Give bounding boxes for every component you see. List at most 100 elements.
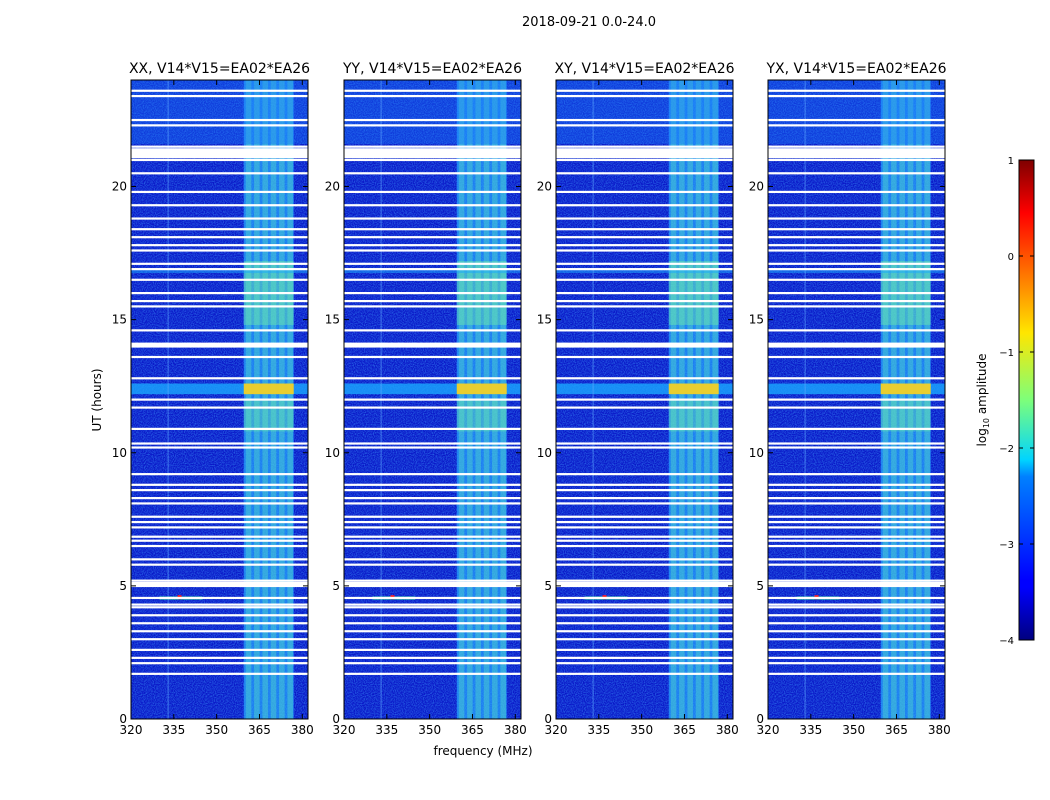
flagged-row [344,398,521,401]
flagged-row [344,377,521,380]
flagged-row [344,672,521,675]
flagged-row [768,630,945,633]
flagged-row [131,217,308,220]
flagged-row [131,539,308,542]
flagged-row [344,579,521,582]
flagged-row [131,172,308,175]
top-region [556,80,733,144]
flagged-row [768,515,945,518]
y-axis-label: UT (hours) [90,368,104,431]
rfi-row [768,269,945,274]
strong-rfi-band [880,383,931,395]
flagged-row [768,158,945,162]
x-tick-label: 335 [162,723,185,737]
flagged-row [344,614,521,617]
flagged-row [131,606,308,609]
colorbar-label-main: log [975,428,989,446]
flagged-row [131,662,308,665]
axes-frame [343,79,522,720]
flagged-row [768,558,945,561]
flagged-row [344,442,521,445]
flagged-row [344,526,521,529]
colorbar-tick-label: 1 [1008,156,1014,167]
flagged-row [131,406,308,409]
flagged-row [556,596,733,600]
flagged-row [344,124,521,127]
y-tick-label: 15 [325,313,340,327]
rfi-patch [668,399,719,432]
colorbar-label: log10 amplitude [975,354,991,447]
flagged-row [131,614,308,617]
flagged-row [556,603,733,606]
flagged-row [344,228,521,231]
flagged-row [131,648,308,651]
panel-title: XX, V14*V15=EA02*EA26 [129,61,310,77]
y-tick-label: 15 [537,313,552,327]
y-tick-label: 10 [112,446,127,460]
flagged-row [556,648,733,651]
y-tick-label: 15 [112,313,127,327]
flagged-row [768,579,945,582]
flagged-row [131,329,308,332]
flagged-row [344,520,521,524]
flagged-row [556,249,733,252]
flagged-row [131,672,308,675]
x-tick-label: 380 [291,723,314,737]
flagged-row [344,497,521,500]
flagged-row [344,190,521,194]
flagged-row [556,489,733,492]
flagged-row [131,535,308,538]
flagged-row [768,648,945,651]
flagged-row [556,483,733,486]
flagged-row [344,473,521,476]
y-tick-label: 20 [112,180,127,194]
colorbar-ticks: 1 0 −1 −2 −3 −4 [999,156,1034,647]
flagged-row [768,662,945,665]
y-tick-label: 0 [544,712,552,726]
flagged-row [131,305,308,308]
flagged-row [556,158,733,162]
top-region [131,80,308,144]
flagged-row [131,228,308,231]
x-tick-label: 380 [928,723,951,737]
flagged-gap [344,581,521,586]
flagged-row [768,535,945,538]
x-tick-label: 365 [673,723,696,737]
flagged-row [131,377,308,380]
y-tick-label: 10 [749,446,764,460]
flagged-row [131,204,308,207]
flagged-row [768,483,945,486]
flagged-row [556,118,733,122]
flagged-row [131,520,308,524]
y-tick-label: 0 [119,712,127,726]
flagged-row [131,236,308,239]
flagged-row [768,672,945,675]
flagged-row [131,526,308,529]
flagged-row [556,244,733,247]
panel-1: 320 335 350 365 380 0 5 10 15 20 XX, V14*V15=EA02*… [112,61,314,737]
flagged-row [768,398,945,401]
colorbar-tick-label: −3 [999,540,1014,551]
flagged-row [556,299,733,303]
y-tick-label: 15 [749,313,764,327]
flagged-row [131,249,308,252]
flagged-row [344,329,521,332]
flagged-row [131,579,308,582]
flagged-row [768,355,945,359]
x-tick-label: 320 [757,723,780,737]
flagged-row [344,145,521,148]
axes-frame [767,79,946,720]
flagged-row [768,377,945,380]
flagged-row [768,204,945,207]
x-tick-label: 335 [799,723,822,737]
flagged-row [556,94,733,98]
flagged-row [556,292,733,295]
flagged-row [768,406,945,409]
flagged-row [556,656,733,659]
flagged-row [344,118,521,122]
flagged-row [556,672,733,675]
flagged-row [768,262,945,265]
colorbar-tick-label: −2 [999,444,1014,455]
flagged-row [556,558,733,561]
